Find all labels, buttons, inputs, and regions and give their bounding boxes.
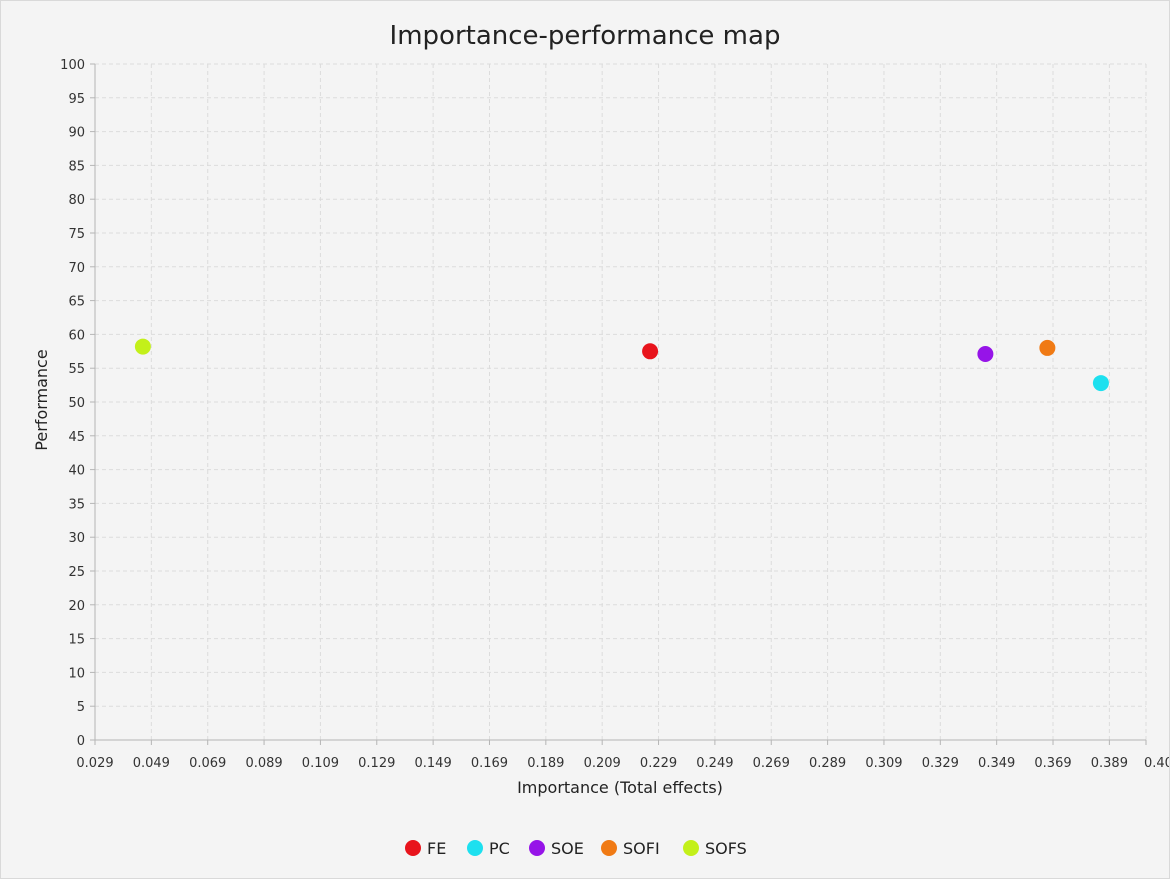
x-tick-label: 0.289: [809, 756, 846, 771]
y-tick-label: 15: [68, 633, 85, 648]
y-tick-label: 70: [68, 261, 85, 276]
points-layer: [134, 338, 1109, 392]
data-point-pc: [1092, 375, 1109, 392]
legend-marker-fe: [405, 840, 421, 856]
x-tick-label: 0.109: [302, 756, 339, 771]
x-axis-label: Importance (Total effects): [517, 778, 723, 797]
x-tick-label: 0.369: [1034, 756, 1071, 771]
y-tick-label: 5: [77, 700, 85, 715]
data-point-sofs: [134, 338, 151, 355]
x-tick-label: 0.249: [696, 756, 733, 771]
legend-label-pc: PC: [489, 839, 510, 858]
y-tick-label: 30: [68, 531, 85, 546]
x-tick-label: 0.402: [1144, 756, 1169, 771]
x-tick-label: 0.049: [133, 756, 170, 771]
x-tick-label: 0.209: [584, 756, 621, 771]
y-axis-label: Performance: [32, 349, 51, 450]
y-tick-label: 20: [68, 599, 85, 614]
y-tick-label: 80: [68, 193, 85, 208]
y-tick-label: 35: [68, 497, 85, 512]
legend-marker-sofi: [601, 840, 617, 856]
y-tick-label: 25: [68, 565, 85, 580]
x-tick-label: 0.149: [415, 756, 452, 771]
y-tick-label: 55: [68, 362, 85, 377]
y-tick-label: 10: [68, 666, 85, 681]
legend-label-sofi: SOFI: [623, 839, 660, 858]
y-tick-label: 0: [77, 734, 85, 749]
legend: FE PC SOE SOFI SOFS: [405, 839, 747, 858]
x-tick-label: 0.269: [753, 756, 790, 771]
axes-layer: 0 5 10 15 20 25 30 35 40 45 50 55 60 65 70 75 80 85 90 95 10…: [60, 58, 1169, 771]
y-tick-label: 85: [68, 159, 85, 174]
y-tick-label: 90: [68, 126, 85, 141]
y-tick-label: 65: [68, 295, 85, 310]
x-tick-label: 0.329: [922, 756, 959, 771]
x-tick-label: 0.229: [640, 756, 677, 771]
x-tick-label: 0.389: [1091, 756, 1128, 771]
legend-marker-soe: [529, 840, 545, 856]
legend-label-fe: FE: [427, 839, 446, 858]
x-tick-label: 0.069: [189, 756, 226, 771]
y-tick-label: 60: [68, 328, 85, 343]
legend-marker-pc: [467, 840, 483, 856]
x-tick-label: 0.309: [865, 756, 902, 771]
legend-label-soe: SOE: [551, 839, 584, 858]
y-tick-label: 100: [60, 58, 85, 73]
legend-marker-sofs: [683, 840, 699, 856]
x-tick-label: 0.349: [978, 756, 1015, 771]
chart-title: Importance-performance map: [390, 21, 781, 51]
x-tick-label: 0.129: [358, 756, 395, 771]
x-tick-label: 0.089: [245, 756, 282, 771]
y-tick-label: 95: [68, 92, 85, 107]
x-tick-label: 0.029: [76, 756, 113, 771]
grid-layer: [95, 63, 1147, 740]
y-tick-label: 75: [68, 227, 85, 242]
y-tick-label: 45: [68, 430, 85, 445]
x-tick-label: 0.189: [527, 756, 564, 771]
data-point-sofi: [1039, 339, 1056, 356]
x-tick-label: 0.169: [471, 756, 508, 771]
y-tick-label: 50: [68, 396, 85, 411]
data-point-fe: [642, 343, 659, 360]
data-point-soe: [977, 346, 994, 363]
y-tick-label: 40: [68, 464, 85, 479]
legend-label-sofs: SOFS: [705, 839, 747, 858]
